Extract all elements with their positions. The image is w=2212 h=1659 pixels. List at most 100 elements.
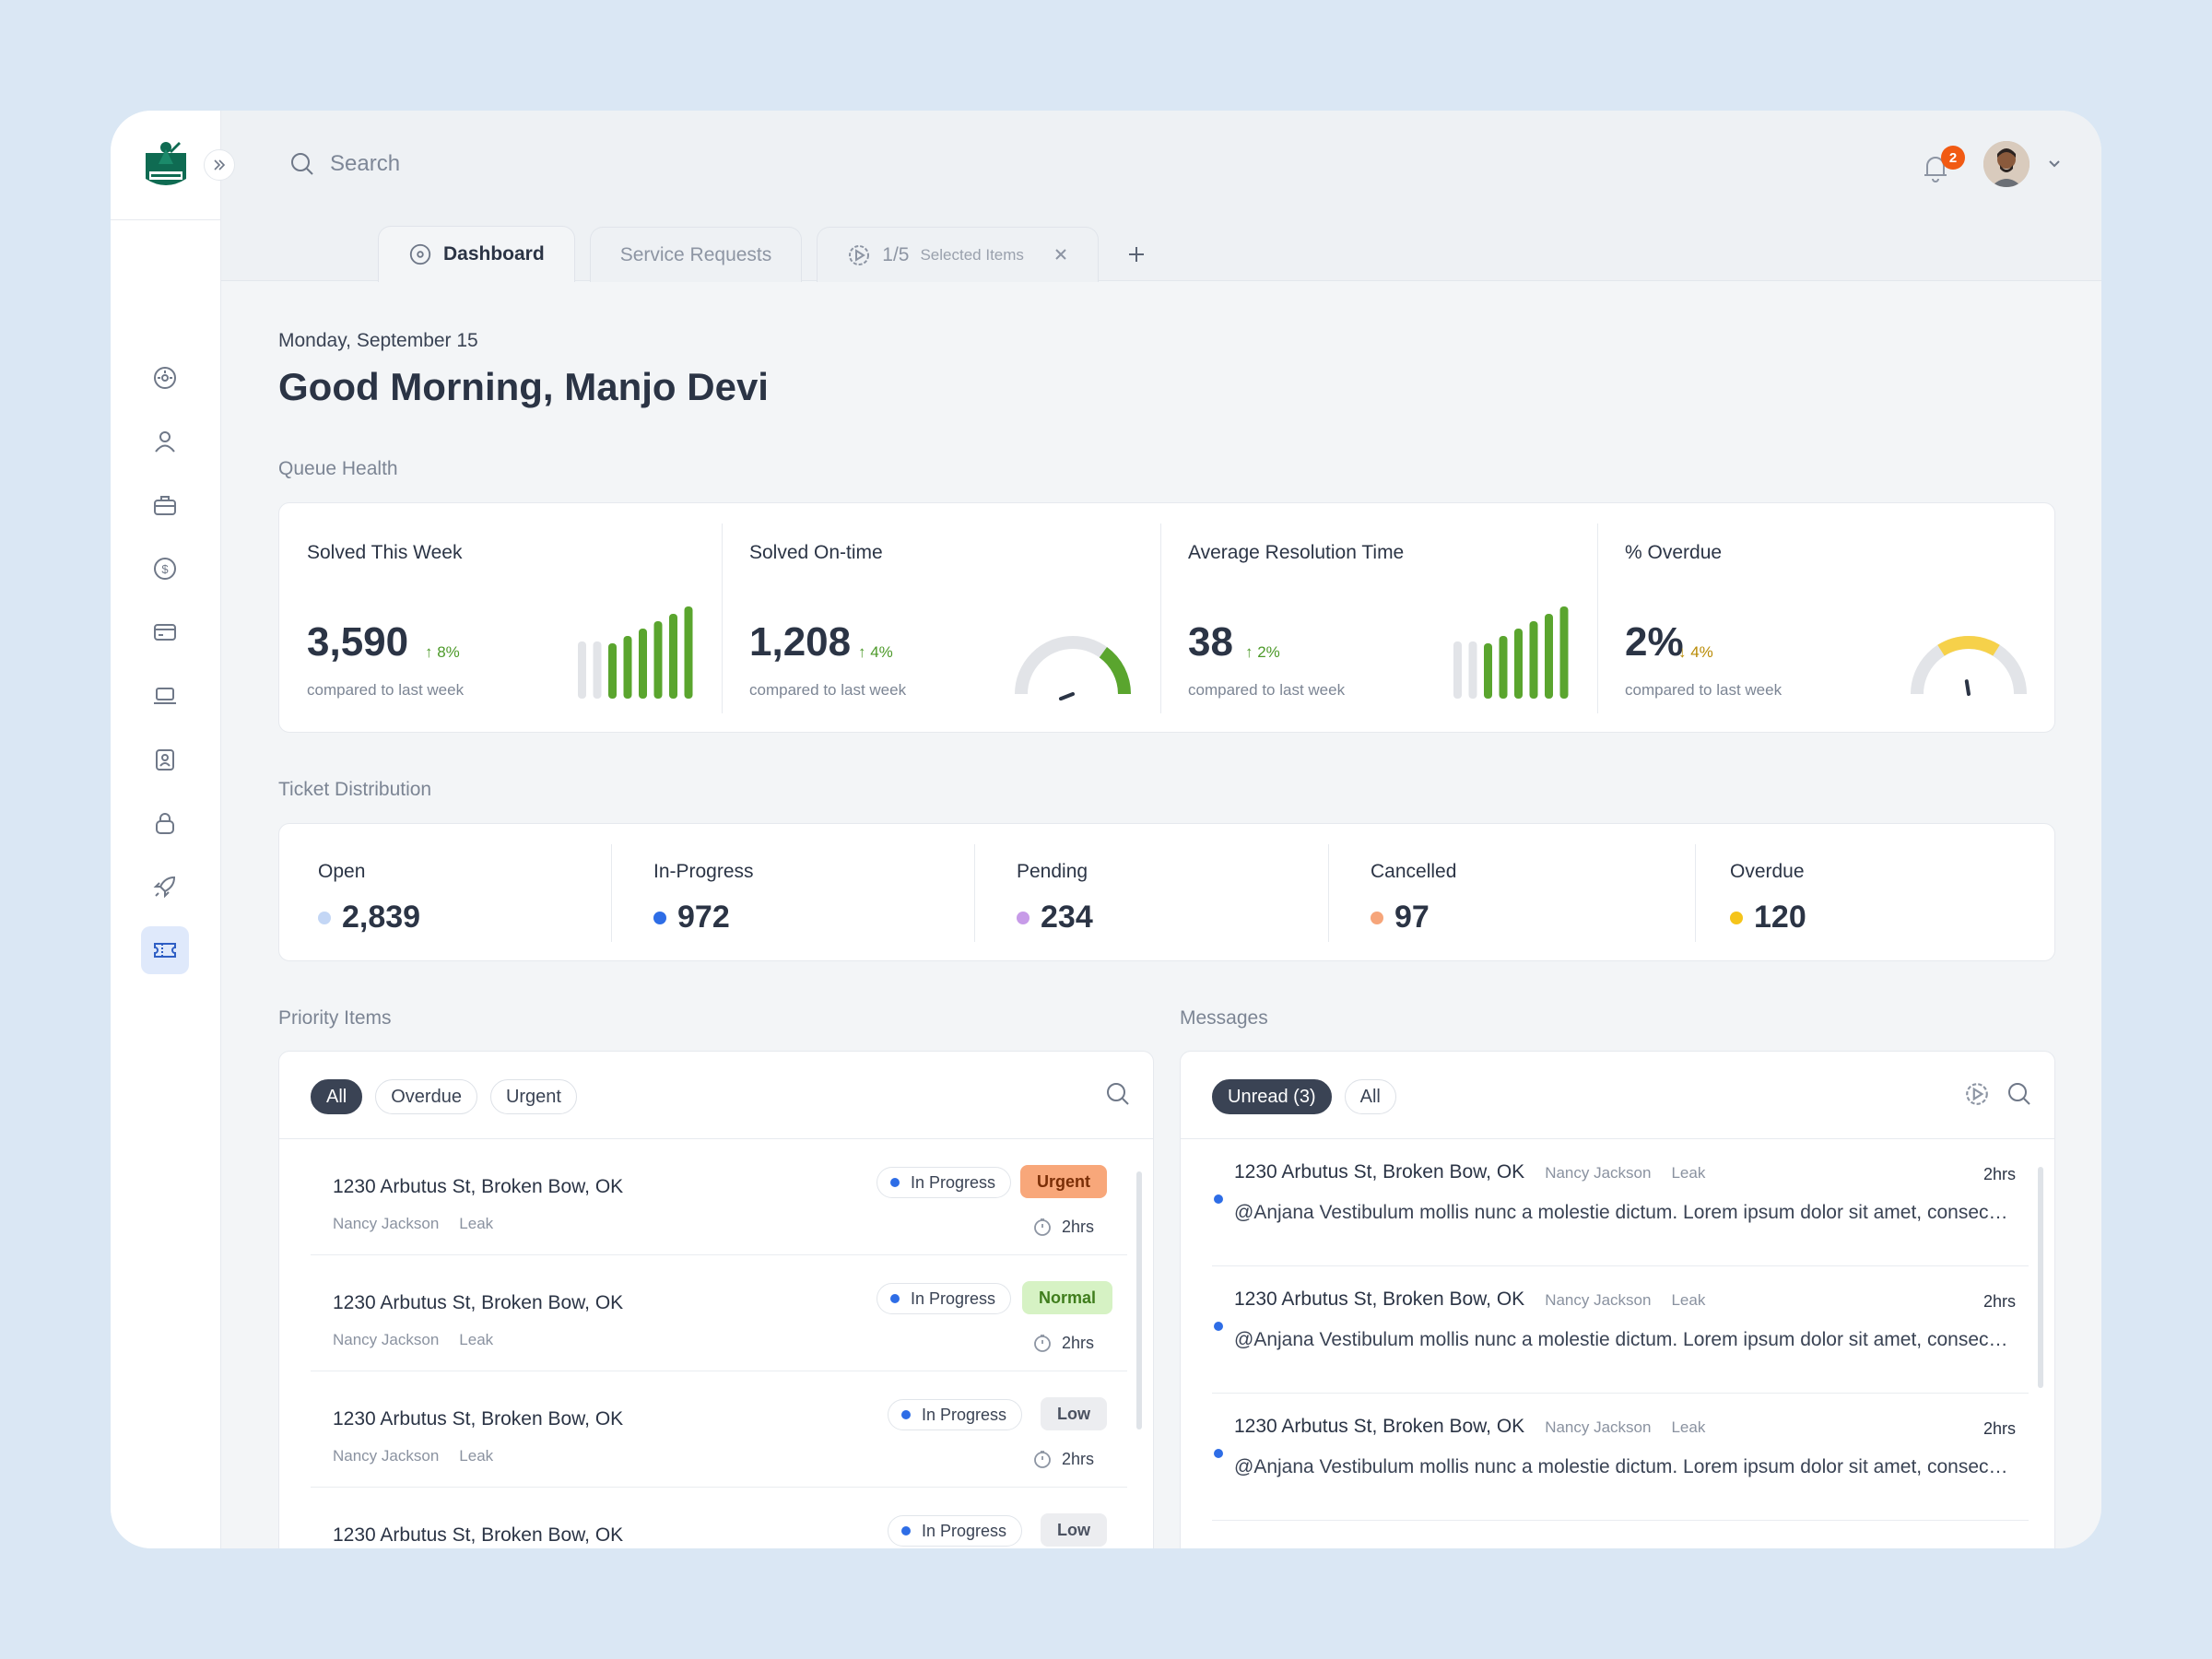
distribution-title: Pending: [1017, 861, 1088, 882]
search-input[interactable]: Search: [330, 151, 401, 176]
chevron-down-icon[interactable]: [2046, 155, 2063, 171]
metric-subtitle: compared to last week: [1625, 681, 1783, 699]
app-logo: [146, 142, 186, 185]
sidebar-item-jobs[interactable]: [141, 481, 189, 529]
table-row[interactable]: 1230 Arbutus St, Broken Bow, OK In Progr…: [311, 1488, 1127, 1548]
tab-label: Selected Items: [920, 245, 1024, 264]
notifications-button[interactable]: 2: [1919, 146, 1965, 188]
add-tab-button[interactable]: [1126, 227, 1147, 282]
status-dot: [900, 1410, 911, 1419]
table-row[interactable]: 1230 Arbutus St, Broken Bow, OK Nancy Ja…: [311, 1371, 1127, 1488]
search-icon[interactable]: [2006, 1081, 2032, 1107]
bar: [578, 641, 586, 699]
sidebar-item-launch[interactable]: [141, 863, 189, 911]
filter-chip-overdue[interactable]: Overdue: [375, 1079, 477, 1114]
laptop-icon: [154, 688, 176, 704]
sidebar-item-users[interactable]: [141, 418, 189, 465]
message-time: 2hrs: [1983, 1292, 2016, 1311]
close-tab-button[interactable]: [1053, 243, 1068, 267]
tab-service-requests[interactable]: Service Requests: [589, 227, 803, 282]
sidebar-item-payments[interactable]: [141, 608, 189, 656]
bar: [1514, 629, 1523, 699]
filter-chip-all[interactable]: All: [1344, 1079, 1396, 1114]
row-time: 2hrs: [1032, 1333, 1094, 1353]
time-text: 2hrs: [1061, 1217, 1094, 1236]
metric-title: Solved On-time: [749, 542, 883, 563]
distribution-value-row: 972: [653, 900, 730, 935]
avatar[interactable]: [1983, 141, 2030, 187]
metric-value: 3,590: [307, 619, 409, 665]
message-filter-chips: Unread (3) All: [1212, 1079, 1396, 1114]
tab-bar: Dashboard Service Requests 1/5 Selected …: [378, 226, 1147, 282]
filter-chip-all[interactable]: All: [311, 1079, 363, 1114]
metric-subtitle: compared to last week: [1188, 681, 1346, 699]
unread-dot: [1214, 1322, 1223, 1331]
play-circle-icon[interactable]: [1964, 1081, 1990, 1107]
bar: [1529, 621, 1538, 699]
distribution-pending[interactable]: Pending 234: [974, 824, 1328, 960]
message-item[interactable]: 1230 Arbutus St, Broken Bow, OK Nancy Ja…: [1212, 1266, 2029, 1394]
sidebar-item-billing[interactable]: $: [141, 545, 189, 593]
priority-items-panel: All Overdue Urgent 1230 Arbutus St, Brok…: [278, 1051, 1154, 1548]
user-icon: [155, 431, 175, 453]
distribution-value: 120: [1754, 900, 1806, 935]
sidebar-item-devices[interactable]: [141, 672, 189, 720]
message-body: @Anjana Vestibulum mollis nunc a molesti…: [1234, 1202, 2008, 1223]
distribution-value: 2,839: [342, 900, 421, 935]
distribution-cancelled[interactable]: Cancelled 97: [1328, 824, 1695, 960]
queue-health-card: Solved This Week 3,590 ↑ 8% compared to …: [278, 502, 2055, 733]
metric-value: 1,208: [749, 619, 852, 665]
filter-chip-urgent[interactable]: Urgent: [489, 1079, 577, 1114]
status-text: In Progress: [921, 1521, 1006, 1540]
sidebar-item-badges[interactable]: [141, 735, 189, 783]
unread-dot: [1214, 1449, 1223, 1458]
sidebar: $: [111, 111, 235, 1548]
sidebar-item-dashboard[interactable]: [141, 354, 189, 402]
metric-delta: ↓ 4%: [1678, 643, 1713, 661]
table-row[interactable]: 1230 Arbutus St, Broken Bow, OK Nancy Ja…: [311, 1255, 1127, 1371]
search-bar[interactable]: Search: [289, 151, 400, 177]
sidebar-item-security[interactable]: [141, 799, 189, 847]
message-person: Nancy Jackson: [1545, 1164, 1652, 1182]
queue-health-label: Queue Health: [278, 458, 398, 479]
table-row[interactable]: 1230 Arbutus St, Broken Bow, OK Nancy Ja…: [311, 1139, 1127, 1255]
bar: [669, 614, 677, 699]
search-icon: [291, 153, 313, 175]
status-badge: In Progress: [876, 1167, 1011, 1198]
distribution-value: 234: [1041, 900, 1093, 935]
filter-chip-unread[interactable]: Unread (3): [1212, 1079, 1332, 1114]
metric-subtitle: compared to last week: [307, 681, 465, 699]
distribution-value-row: 234: [1017, 900, 1093, 935]
scrollbar[interactable]: [1136, 1171, 1142, 1430]
date-label: Monday, September 15: [278, 330, 478, 351]
priority-badge: Low: [1041, 1513, 1107, 1547]
logo-area: [111, 111, 221, 220]
sidebar-item-tickets[interactable]: [141, 926, 189, 974]
message-item[interactable]: 1230 Arbutus St, Broken Bow, OK Nancy Ja…: [1212, 1139, 2029, 1266]
notification-count-badge: 2: [1941, 146, 1965, 170]
tab-selected-items[interactable]: 1/5 Selected Items: [817, 227, 1099, 282]
distribution-in-progress[interactable]: In-Progress 972: [611, 824, 974, 960]
message-time: 2hrs: [1983, 1165, 2016, 1183]
status-text: In Progress: [910, 1172, 995, 1192]
message-header: 1230 Arbutus St, Broken Bow, OK Nancy Ja…: [1234, 1161, 2029, 1183]
status-text: In Progress: [910, 1288, 995, 1308]
metric-solved-on-time: Solved On-time 1,208 ↑ 4% compared to la…: [722, 503, 1160, 732]
distribution-value-row: 97: [1371, 900, 1430, 935]
selected-count: 1/5: [882, 243, 910, 265]
search-icon[interactable]: [1105, 1081, 1131, 1107]
lock-icon: [156, 813, 174, 834]
sidebar-expand-button[interactable]: [204, 149, 235, 181]
tab-dashboard[interactable]: Dashboard: [378, 226, 575, 282]
timer-icon: [1034, 1451, 1051, 1468]
bar: [639, 629, 647, 699]
distribution-open[interactable]: Open 2,839: [279, 824, 611, 960]
status-badge: In Progress: [876, 1283, 1011, 1314]
message-item[interactable]: 1230 Arbutus St, Broken Bow, OK Nancy Ja…: [1212, 1394, 2029, 1521]
status-dot: [1371, 911, 1383, 924]
divider: [974, 844, 975, 942]
priority-badge: Normal: [1021, 1281, 1112, 1314]
distribution-overdue[interactable]: Overdue 120: [1695, 824, 2056, 960]
scrollbar[interactable]: [2038, 1167, 2043, 1388]
priority-filter-chips: All Overdue Urgent: [311, 1079, 577, 1114]
